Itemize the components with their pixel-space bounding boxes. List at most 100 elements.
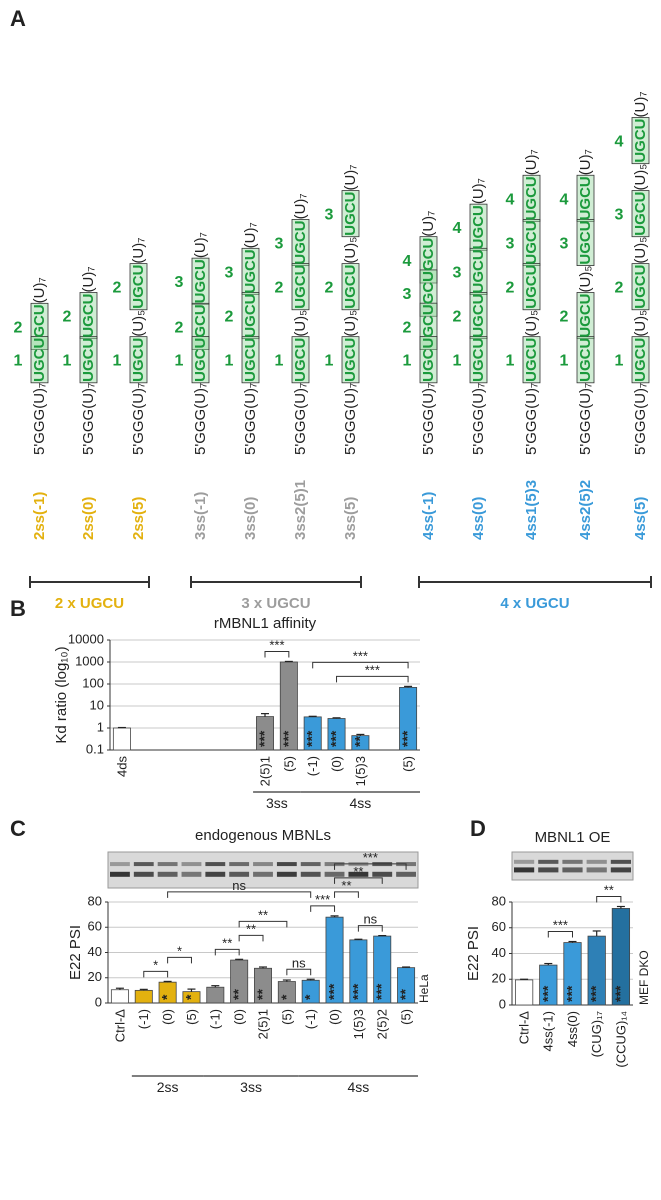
binding-site-box	[79, 336, 98, 384]
sequence-part: 5'GGG(U)₇	[31, 383, 48, 455]
significance-label: *	[159, 994, 175, 1000]
binding-site-box	[191, 302, 210, 350]
sequence-part: UGCU	[632, 119, 649, 163]
construct-label-group: 4ss(0)	[470, 497, 487, 540]
construct-label-group: 3ss(5)	[342, 497, 359, 540]
sequence-part: UGCUUGCU	[292, 220, 309, 308]
binding-site-box	[419, 269, 438, 317]
side-note: HeLa	[417, 974, 431, 1003]
x-label-group: 2(5)1	[255, 1009, 270, 1039]
x-label-group: (CUG)₁₇	[589, 1010, 604, 1057]
sig-group: ***	[539, 985, 555, 1002]
site-number: 1	[113, 353, 122, 370]
sequence-part: 5'GGG(U)₇	[130, 383, 147, 455]
bracket-label: **	[341, 878, 351, 893]
sig-group: ***	[373, 983, 389, 1000]
x-label-group: (5)	[279, 1009, 294, 1025]
sequence-part: UGCU	[292, 338, 309, 382]
sequence-part: (U)₇	[130, 238, 147, 264]
site-number: 2	[453, 309, 462, 326]
y-tick-label: 40	[88, 944, 102, 959]
y-tick-label: 80	[88, 893, 102, 908]
gel-image	[511, 851, 634, 881]
construct-label-group: 4ss1(5)3	[523, 480, 540, 540]
x-tick-label: 2(5)1	[255, 1009, 270, 1039]
y-tick-label: 1	[97, 719, 104, 734]
x-label-group: (-1)	[305, 756, 320, 776]
sequence-part: (U)₇	[342, 165, 359, 191]
gel-band	[110, 871, 130, 877]
significance-label: **	[351, 736, 367, 747]
sig-group: ***	[326, 983, 342, 1000]
gel-band	[133, 871, 154, 877]
construct-label: 4ss2(5)2	[577, 480, 594, 540]
significance-bracket	[167, 891, 312, 898]
sequence-part: UGCU	[342, 338, 359, 382]
binding-site-box	[631, 190, 650, 238]
gel-band	[181, 871, 202, 877]
sig-group: ***	[256, 730, 272, 747]
y-tick-label: 20	[88, 969, 102, 984]
x-label-group: 1(5)3	[353, 756, 368, 786]
x-tick-label: 2(5)1	[257, 756, 272, 786]
gel-image	[107, 851, 419, 889]
construct-label-group: 4ss(-1)	[420, 492, 437, 540]
sequence-part: UGCUUGCU	[577, 293, 594, 381]
site-number: 1	[14, 353, 23, 370]
y-tick-label: 80	[492, 893, 506, 908]
binding-site-box	[191, 257, 210, 305]
gel-band	[229, 862, 250, 867]
x-label-group: (5)	[281, 756, 296, 772]
significance-bracket	[334, 863, 407, 870]
x-tick-label: (CCUG)₁₄	[613, 1011, 628, 1068]
site-number: 2	[175, 319, 184, 336]
binding-site-box	[419, 336, 438, 384]
binding-site-box	[631, 336, 650, 384]
binding-site-box	[576, 292, 595, 340]
bracket-label: **	[604, 883, 614, 898]
site-number: 3	[275, 236, 284, 253]
sequence-part: 5'GGG(U)₇	[292, 383, 309, 455]
gel-band	[538, 859, 559, 864]
binding-site-box	[341, 263, 360, 311]
significance-label: ***	[304, 730, 320, 747]
x-tick-label: 4ss(-1)	[541, 1011, 556, 1051]
y-label-group: E22 PSI	[465, 926, 482, 981]
x-tick-label: 1(5)3	[351, 1009, 366, 1039]
site-number: 2	[14, 319, 23, 336]
significance-bracket	[547, 931, 573, 938]
site-number: 1	[325, 353, 334, 370]
significance-label: ***	[373, 983, 389, 1000]
gel-band	[181, 862, 202, 867]
construct-label-group: 4ss2(5)2	[577, 480, 594, 540]
sequence-part: (U)₅	[632, 237, 649, 264]
sequence-part: UGCU	[523, 338, 540, 382]
x-tick-label: (5)	[399, 1009, 414, 1025]
binding-site-box	[522, 174, 541, 222]
significance-bracket	[264, 650, 290, 658]
bracket-label: **	[246, 921, 256, 936]
binding-site-box	[291, 219, 310, 266]
binding-site-box	[469, 292, 488, 340]
gel-band	[514, 859, 535, 864]
x-tick-label: 4ss(0)	[565, 1011, 580, 1047]
significance-label: ***	[326, 983, 342, 1000]
gel-band	[396, 871, 416, 877]
sequence-part: (U)₇	[523, 149, 540, 175]
construct-label-group: 2ss(0)	[80, 497, 97, 540]
site-number: 3	[403, 286, 412, 303]
group-label: 2ss	[157, 1079, 179, 1095]
x-tick-label: (-1)	[305, 756, 320, 776]
sequence-part: 5'GGG(U)₇	[420, 383, 437, 455]
construct-label-group: 4ss(5)	[632, 497, 649, 540]
bracket-label: *	[177, 943, 182, 958]
sig-group: *	[159, 994, 175, 1000]
binding-site-box	[30, 302, 49, 350]
significance-label: *	[278, 994, 294, 1000]
sequence-part: (U)₅	[577, 266, 594, 293]
binding-site-box	[631, 263, 650, 311]
significance-bracket	[312, 661, 409, 669]
sequence-part: 5'GGG(U)₇	[523, 383, 540, 455]
y-tick-label: 0	[499, 996, 506, 1011]
